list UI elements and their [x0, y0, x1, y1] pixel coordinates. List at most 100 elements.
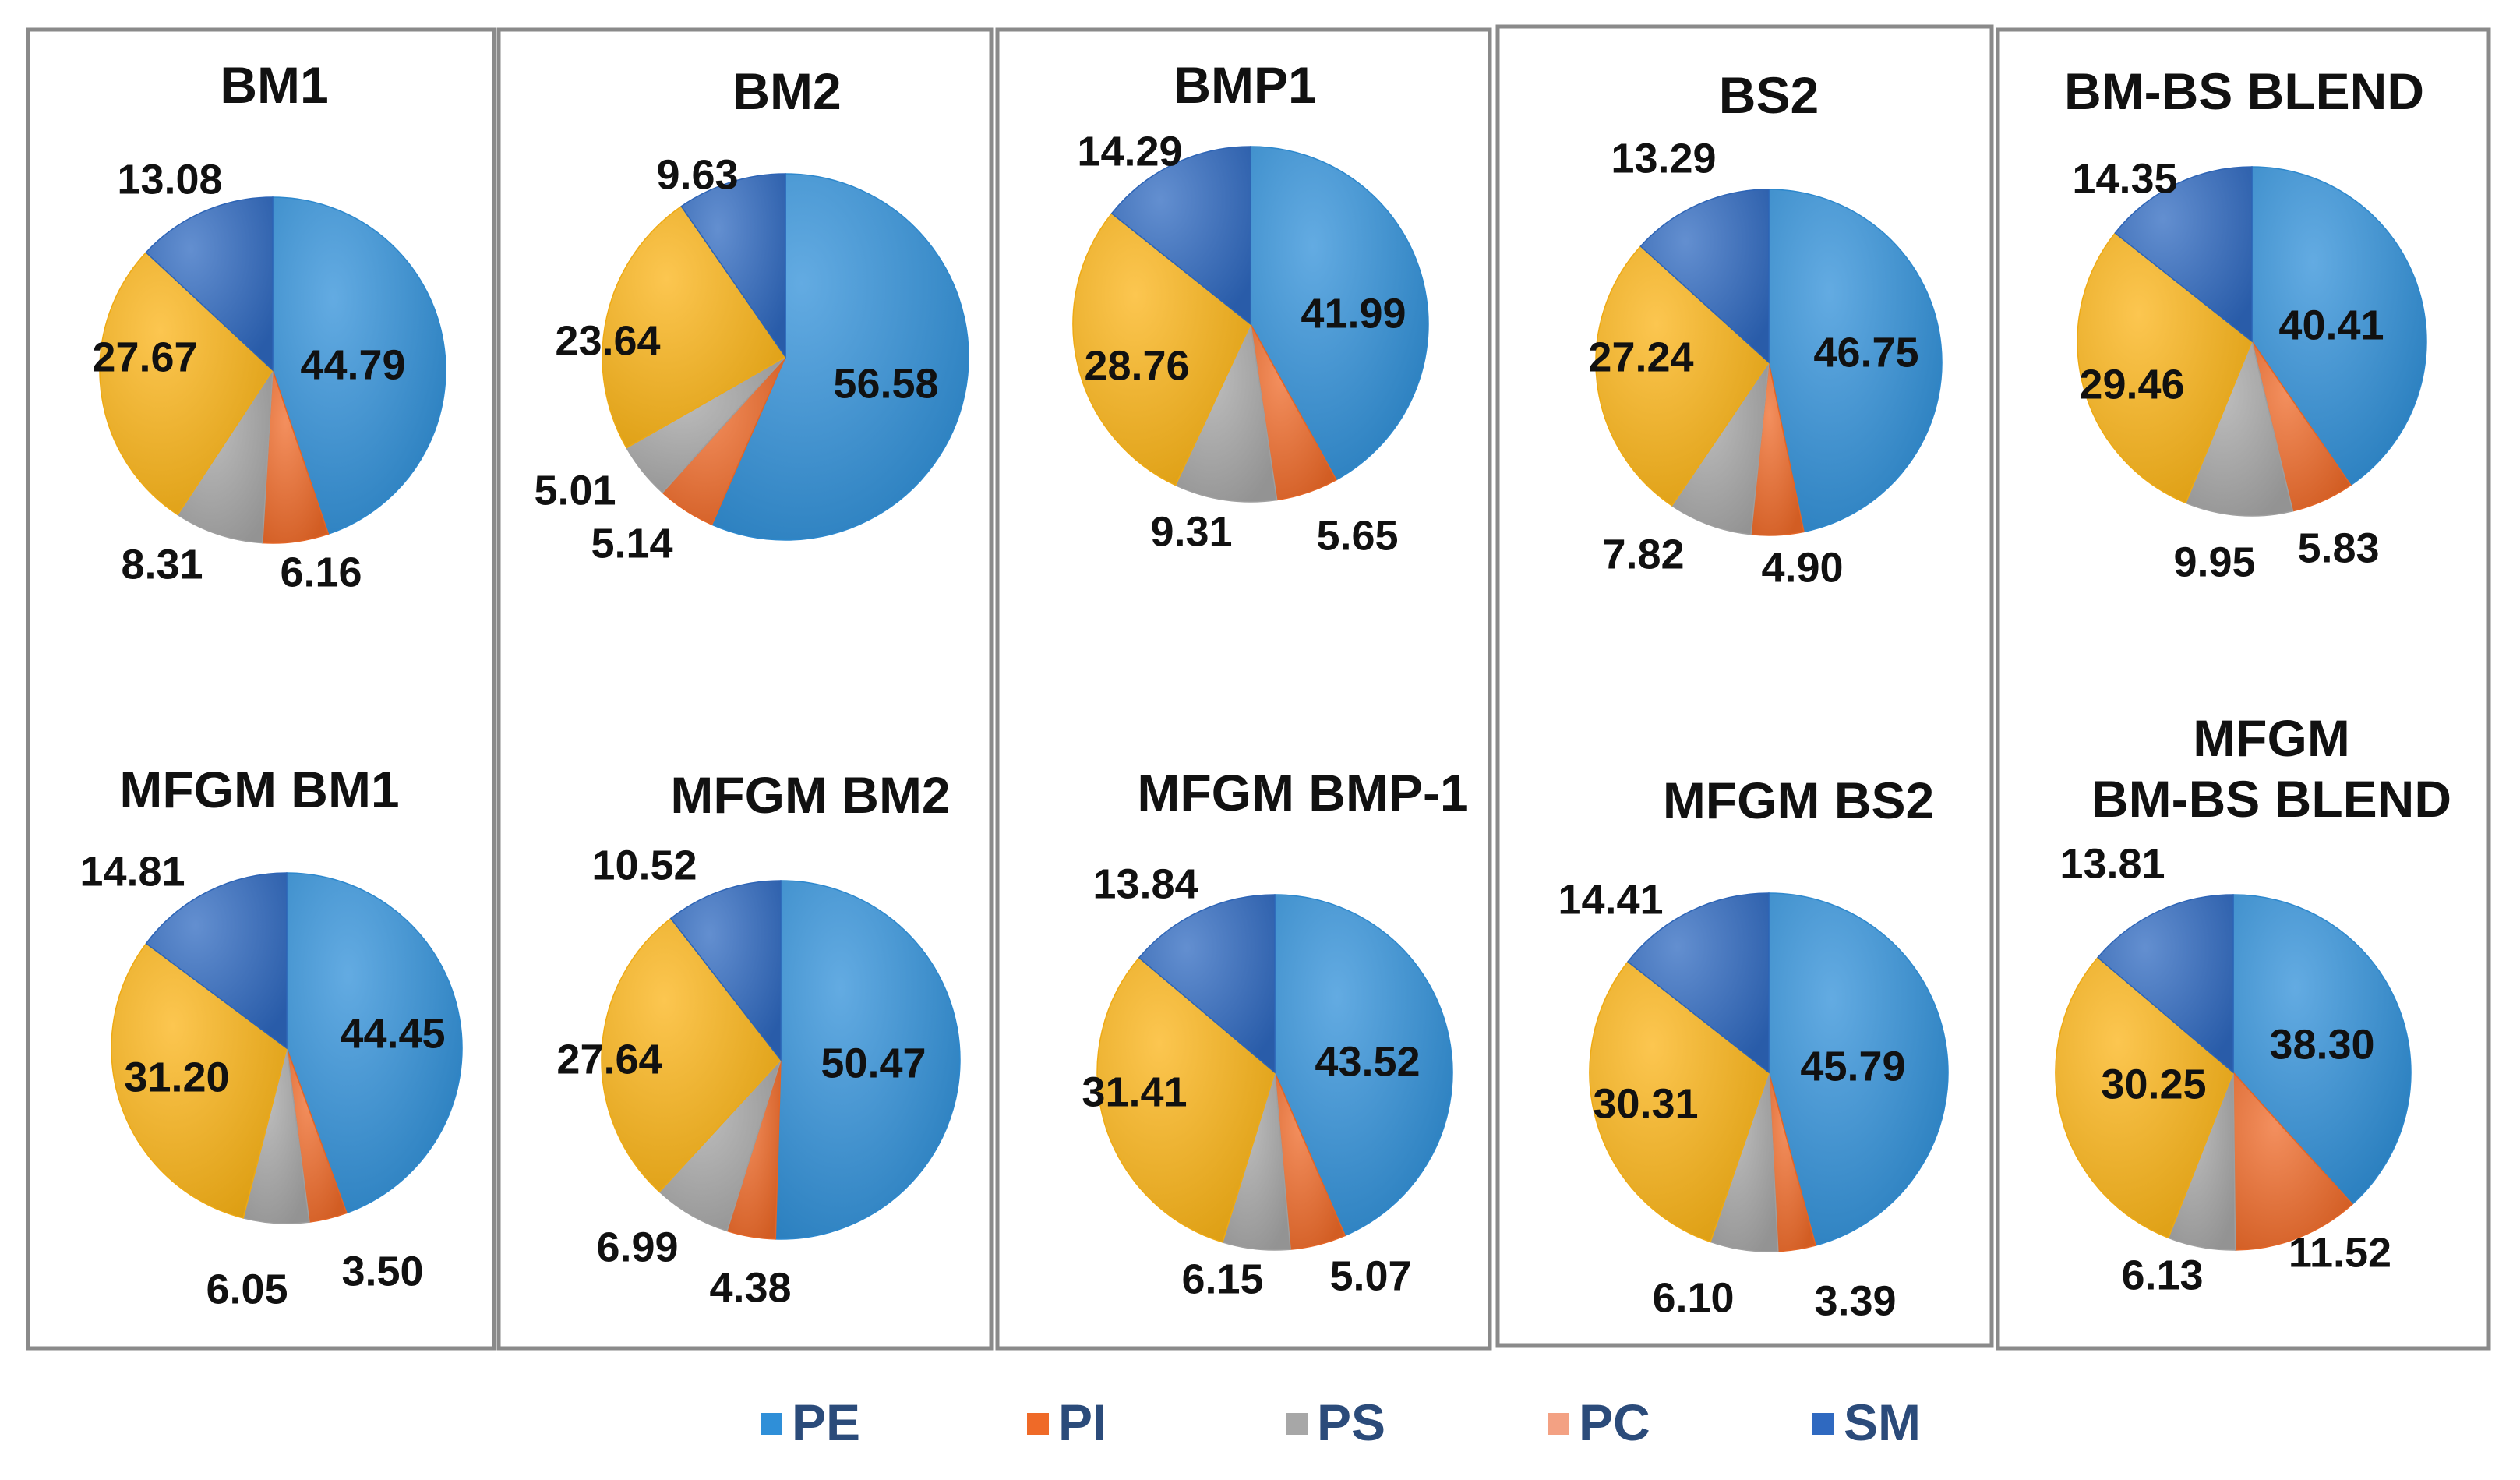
data-label: 31.20	[124, 1054, 229, 1100]
legend-label-ps: PS	[1317, 1393, 1385, 1451]
data-label: 14.81	[79, 848, 185, 895]
pie-chart-2: BM2 56.58 5.14 5.01 23.64 9.63	[534, 62, 969, 567]
data-label: 9.63	[656, 151, 738, 198]
pie-chart-4: BS2 46.75 4.90 7.82 27.24 13.29	[1588, 66, 1943, 591]
pie-slice-ps	[1174, 322, 1278, 503]
pie-slice-ps	[1671, 362, 1770, 535]
pie-chart-7: MFGM BM2 50.47 4.38 6.99 27.64 10.52	[556, 766, 961, 1311]
pie-slice-pe	[1250, 146, 1429, 481]
data-label: 14.41	[1558, 876, 1663, 923]
data-label: 9.31	[1150, 508, 1232, 555]
pie-slice-pe	[1768, 189, 1943, 533]
panel-frame-2	[496, 27, 994, 1351]
pie-slice-yellow	[1595, 245, 1770, 507]
pie-slice-pi	[2232, 1071, 2354, 1251]
data-label: 6.05	[206, 1266, 288, 1312]
pie-chart-9: MFGM BS2 45.79 3.39 6.10 30.31 14.41	[1558, 772, 1949, 1324]
data-label: 41.99	[1301, 290, 1406, 337]
chart-title: BM2	[732, 62, 841, 120]
data-label: 44.45	[340, 1010, 445, 1057]
data-label: 9.95	[2173, 539, 2255, 585]
data-label: 5.83	[2297, 525, 2379, 571]
data-label: 6.16	[280, 549, 362, 595]
chart-title: MFGM BM1	[119, 761, 399, 818]
pie-chart-3: BMP1 41.99 5.65 9.31 28.76 14.29	[1072, 56, 1429, 559]
pie-slice-pe	[286, 872, 463, 1214]
legend-swatch-pe	[761, 1413, 782, 1435]
chart-title: MFGM BMP-1	[1137, 764, 1468, 821]
data-label: 6.10	[1652, 1274, 1734, 1321]
data-label: 7.82	[1602, 531, 1684, 578]
data-label: 27.64	[556, 1036, 662, 1083]
legend: PE PI PS PC SM	[761, 1393, 1921, 1451]
pie-slice-yellow	[1096, 956, 1276, 1243]
data-label: 13.29	[1611, 135, 1716, 182]
pie-slice-pe	[272, 196, 446, 535]
chart-title: MFGM BM2	[670, 766, 950, 824]
data-label: 5.65	[1316, 512, 1398, 559]
pie-slice-sm	[1639, 189, 1770, 364]
pie-slice-sm	[1627, 892, 1770, 1074]
chart-title: BM1	[220, 56, 328, 114]
pie-slice-ps	[2185, 339, 2294, 517]
data-label: 5.07	[1329, 1252, 1411, 1299]
pie-slice-sm	[145, 872, 288, 1050]
chart-title: BMP1	[1174, 56, 1316, 114]
pie-chart-5: BM-BS BLEND 40.41 5.83 9.95 29.46 14.35	[2064, 62, 2427, 585]
data-label: 6.99	[596, 1224, 678, 1270]
data-label: 11.52	[2289, 1229, 2391, 1276]
pie-slice-sm	[1110, 146, 1251, 326]
data-label: 3.39	[1814, 1277, 1896, 1324]
legend-label-sm: SM	[1844, 1393, 1921, 1451]
data-label: 13.08	[117, 156, 222, 203]
legend-label-pc: PC	[1579, 1393, 1650, 1451]
pie-slice-sm	[680, 173, 786, 359]
data-label: 44.79	[300, 341, 405, 388]
pie-chart-8: MFGM BMP-1 43.52 5.07 6.15 31.41 13.84	[1082, 764, 1468, 1302]
data-label: 8.31	[121, 541, 203, 588]
data-label: 30.25	[2101, 1061, 2206, 1107]
data-label: 38.30	[2269, 1021, 2374, 1068]
data-label: 31.41	[1082, 1068, 1187, 1115]
data-label: 43.52	[1315, 1038, 1420, 1085]
data-label: 10.52	[591, 842, 697, 888]
data-label: 50.47	[821, 1040, 926, 1086]
pie-slice-pe	[711, 173, 969, 541]
chart-title: BM-BS BLEND	[2064, 62, 2424, 120]
data-label: 5.01	[534, 467, 616, 514]
pie-slice-pe	[2232, 894, 2412, 1206]
data-label: 14.29	[1077, 128, 1182, 175]
legend-swatch-ps	[1286, 1413, 1308, 1435]
legend-swatch-sm	[1812, 1413, 1834, 1435]
data-label: 56.58	[833, 360, 938, 407]
pie-slice-sm	[2114, 166, 2253, 343]
data-label: 28.76	[1084, 342, 1189, 389]
chart-title: MFGM BS2	[1663, 772, 1934, 829]
pie-slice-pe	[2251, 166, 2427, 486]
legend-label-pe: PE	[792, 1393, 860, 1451]
data-label: 29.46	[2079, 361, 2184, 408]
data-label: 13.81	[2059, 840, 2165, 887]
data-label: 3.50	[341, 1248, 423, 1295]
data-label: 46.75	[1813, 329, 1918, 376]
panel-frame-3	[995, 27, 1492, 1351]
pie-slice-ps	[177, 368, 274, 544]
pie-slice-yellow	[111, 942, 288, 1219]
panel-frame-5	[1996, 27, 2491, 1351]
legend-swatch-pi	[1027, 1413, 1049, 1435]
data-label: 5.14	[591, 520, 672, 567]
pie-slice-sm	[145, 196, 274, 372]
pie-slice-sm	[1138, 894, 1276, 1074]
panel-frame-4	[1495, 24, 1994, 1348]
data-label: 4.38	[709, 1264, 791, 1311]
chart-title: BM-BS BLEND	[2091, 770, 2451, 828]
data-label: 23.64	[555, 317, 660, 364]
data-label: 27.67	[92, 334, 197, 380]
pie-slice-pe	[1274, 894, 1453, 1237]
data-label: 40.41	[2278, 302, 2384, 348]
legend-label-pi: PI	[1058, 1393, 1106, 1451]
pie-chart-1: BM1 44.79 6.16 8.31 27.67 13.08	[92, 56, 446, 595]
data-label: 14.35	[2072, 155, 2177, 202]
chart-title: MFGM	[2193, 709, 2350, 767]
